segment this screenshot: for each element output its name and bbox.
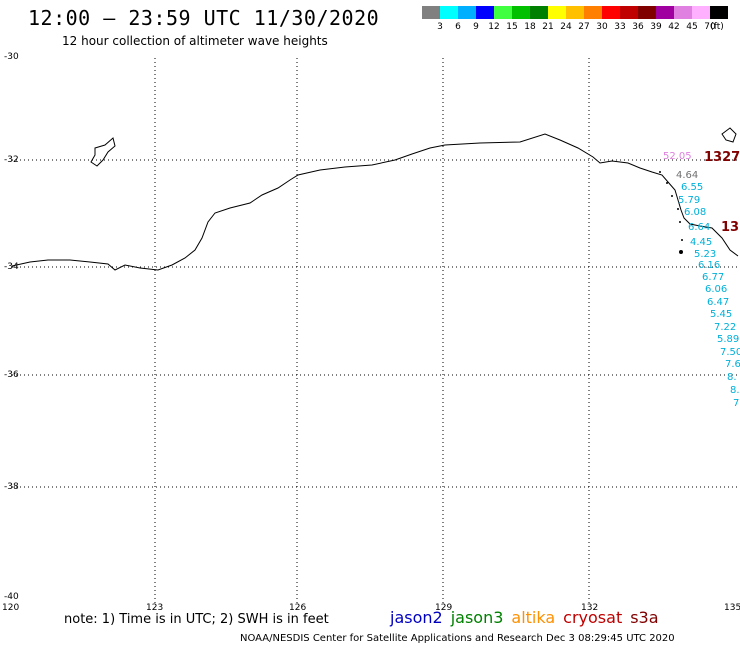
legend-label: 3 [437, 22, 443, 32]
legend-label: 30 [596, 22, 608, 32]
legend-swatch [674, 6, 692, 19]
legend-label: 45 [686, 22, 698, 32]
legend-label: 33 [614, 22, 626, 32]
lon-label-132: 132 [581, 603, 599, 613]
wave-height-reading: 6.16 [698, 260, 721, 271]
lat-label-30: -30 [4, 52, 19, 62]
legend-swatch [638, 6, 656, 19]
legend-swatch [476, 6, 494, 19]
wave-height-reading: 4.45 [690, 237, 713, 248]
legend-swatch [566, 6, 584, 19]
satellite-altika: altika [511, 608, 556, 627]
wave-height-reading: 5.45 [710, 309, 733, 320]
lon-label-123: 123 [146, 603, 164, 613]
wave-height-reading: 5.79 [678, 195, 701, 206]
lat-label-36: -36 [4, 370, 19, 380]
lat-label-40: -40 [4, 592, 19, 602]
wave-height-reading: 6.55 [681, 182, 704, 193]
color-legend: 3 6 9 12 15 18 21 24 27 30 33 36 39 42 45 70 (ft) [422, 6, 728, 32]
lon-label-129: 129 [435, 603, 453, 613]
legend-label: 9 [473, 22, 479, 32]
legend-swatch [548, 6, 566, 19]
legend-swatch [656, 6, 674, 19]
legend-label: 36 [632, 22, 644, 32]
lon-label-126: 126 [289, 603, 307, 613]
legend-swatch [530, 6, 548, 19]
legend-label: 39 [650, 22, 662, 32]
coastline [11, 133, 739, 271]
wave-height-reading: 6.08 [684, 207, 707, 218]
legend-swatch [494, 6, 512, 19]
island-1 [90, 137, 116, 167]
wave-height-reading: 5.23 [694, 249, 717, 260]
lon-label-120: 120 [2, 603, 20, 613]
wave-height-reading: 5.89 [717, 334, 740, 345]
wave-height-reading: 6.06 [705, 284, 728, 295]
satellite-s3a: s3a [630, 608, 659, 627]
reading-pink: 52.05 [663, 151, 692, 162]
track-dots [659, 171, 683, 254]
legend-label: 6 [455, 22, 461, 32]
legend-swatch [458, 6, 476, 19]
satellite-jason3: jason3 [450, 608, 504, 627]
reading-gray: 4.64 [676, 170, 699, 181]
legend-label: 27 [578, 22, 590, 32]
lat-label-34: -34 [4, 262, 19, 272]
legend-swatch [710, 6, 728, 19]
legend-label: 42 [668, 22, 680, 32]
island-2 [721, 127, 737, 143]
wave-height-reading: 8. [730, 385, 740, 396]
legend-swatch [440, 6, 458, 19]
legend-label: 70 [704, 22, 716, 32]
legend-label: 21 [542, 22, 554, 32]
grid [12, 58, 740, 605]
reading-dark-mid: 13 [721, 220, 740, 235]
satellite-cryosat: cryosat [563, 608, 623, 627]
lat-label-38: -38 [4, 482, 19, 492]
legend-label: (ft) [710, 22, 724, 32]
legend-swatch [422, 6, 440, 19]
wave-height-reading: 7 [733, 398, 740, 409]
page-subtitle: 12 hour collection of altimeter wave hei… [62, 34, 328, 48]
legend-swatch [692, 6, 710, 19]
footnote: note: 1) Time is in UTC; 2) SWH is in fe… [64, 612, 329, 627]
page-title: 12:00 – 23:59 UTC 11/30/2020 [28, 6, 380, 30]
legend-swatch [584, 6, 602, 19]
legend-label: 24 [560, 22, 572, 32]
legend-label: 15 [506, 22, 518, 32]
reading-dark-top: 1327 [704, 150, 740, 165]
legend-swatch [512, 6, 530, 19]
satellite-legend: jason2 jason3 altika cryosat s3a [390, 608, 667, 627]
wave-height-reading: 7.50 [720, 347, 740, 358]
legend-label: 18 [524, 22, 536, 32]
wave-height-reading: 7.22 [714, 322, 737, 333]
lat-label-32: -32 [4, 155, 19, 165]
legend-label: 12 [488, 22, 500, 32]
wave-height-reading: 7.6 [725, 359, 740, 370]
wave-height-reading: 8. [727, 372, 737, 383]
wave-height-reading: 6.47 [707, 297, 730, 308]
wave-height-reading: 6.64 [688, 222, 711, 233]
credit-line: NOAA/NESDIS Center for Satellite Applica… [240, 633, 675, 644]
wave-height-reading: 6.77 [702, 272, 725, 283]
lon-label-135: 135 [724, 603, 740, 613]
legend-swatch [620, 6, 638, 19]
legend-swatch [602, 6, 620, 19]
satellite-jason2: jason2 [390, 608, 443, 627]
